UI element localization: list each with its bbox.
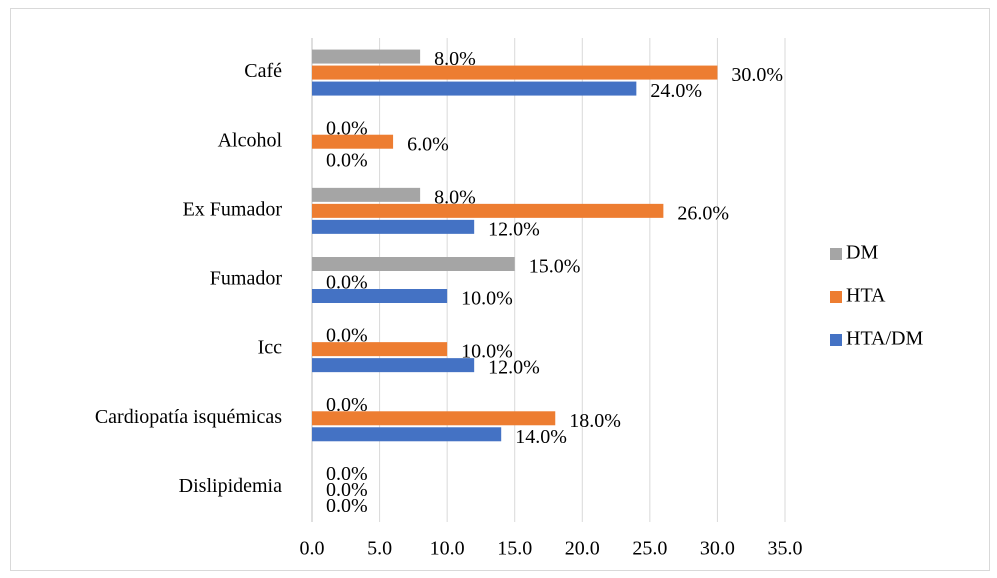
legend-swatch	[830, 291, 842, 303]
data-label: 12.0%	[488, 218, 540, 240]
data-label: 10.0%	[461, 288, 513, 310]
y-tick-label: Dislipidemia	[179, 475, 282, 497]
x-tick-label: 20.0	[565, 538, 600, 560]
y-tick-label: Café	[244, 60, 282, 82]
data-label: 0.0%	[326, 149, 368, 171]
data-label: 30.0%	[731, 64, 783, 86]
data-label: 0.0%	[326, 394, 368, 416]
x-tick-label: 10.0	[430, 538, 465, 560]
y-tick-label: Cardiopatía isquémicas	[95, 406, 282, 428]
x-tick-label: 0.0	[300, 538, 325, 560]
bar	[312, 289, 448, 303]
y-tick-label: Icc	[258, 337, 283, 359]
data-label: 26.0%	[677, 202, 729, 224]
legend-label: DM	[846, 242, 878, 264]
data-label: 0.0%	[326, 463, 368, 485]
data-label: 18.0%	[569, 410, 621, 432]
y-tick-label: Alcohol	[218, 129, 283, 151]
data-label: 0.0%	[326, 272, 368, 294]
bar	[312, 187, 421, 202]
legend-label: HTA	[846, 285, 886, 307]
bar	[312, 427, 502, 442]
bar	[312, 219, 475, 234]
data-label: 10.0%	[461, 341, 513, 363]
data-label: 8.0%	[434, 48, 476, 70]
data-label: 15.0%	[529, 256, 581, 278]
bar	[312, 134, 394, 149]
bar	[312, 49, 421, 64]
data-label: 0.0%	[326, 325, 368, 347]
data-label: 24.0%	[650, 80, 702, 102]
data-label: 14.0%	[515, 426, 567, 448]
y-tick-label: Fumador	[210, 268, 283, 290]
x-tick-label: 15.0	[497, 538, 532, 560]
bar	[312, 65, 718, 80]
chart-border	[10, 8, 990, 571]
legend-swatch	[830, 248, 842, 260]
y-tick-label: Ex Fumador	[183, 198, 283, 220]
data-label: 6.0%	[407, 133, 449, 155]
data-label: 0.0%	[326, 479, 368, 501]
data-label: 8.0%	[434, 186, 476, 208]
bar	[312, 257, 515, 271]
x-tick-label: 25.0	[632, 538, 667, 560]
data-label: 0.0%	[326, 495, 368, 517]
data-label: 12.0%	[488, 357, 540, 379]
x-tick-label: 5.0	[367, 538, 392, 560]
legend-label: HTA/DM	[846, 328, 924, 350]
bar	[312, 342, 448, 357]
legend-swatch	[830, 334, 842, 346]
data-label: 0.0%	[326, 117, 368, 139]
bar	[312, 411, 556, 426]
x-tick-label: 35.0	[768, 538, 803, 560]
bar	[312, 81, 637, 96]
bar	[312, 358, 475, 373]
x-tick-label: 30.0	[700, 538, 735, 560]
bar	[312, 203, 664, 218]
